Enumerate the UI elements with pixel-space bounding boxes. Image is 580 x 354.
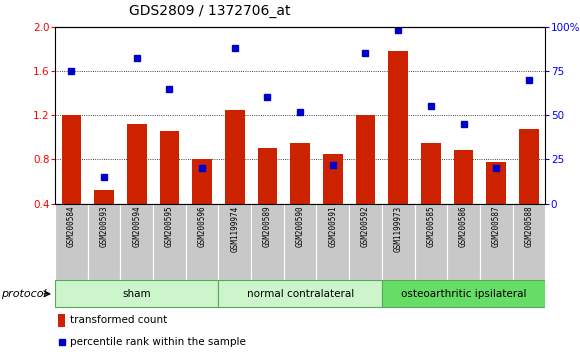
Text: sham: sham	[122, 289, 151, 299]
Bar	[447, 204, 480, 280]
Text: transformed count: transformed count	[70, 315, 167, 325]
Bar	[382, 204, 415, 280]
Bar	[258, 148, 277, 204]
Bar	[58, 314, 66, 327]
Text: osteoarthritic ipsilateral: osteoarthritic ipsilateral	[401, 289, 526, 299]
Text: GSM1199973: GSM1199973	[394, 206, 403, 252]
Text: normal contralateral: normal contralateral	[246, 289, 354, 299]
Text: protocol: protocol	[1, 289, 46, 299]
Bar	[55, 204, 88, 280]
Text: GSM200591: GSM200591	[328, 206, 338, 247]
Text: GDS2809 / 1372706_at: GDS2809 / 1372706_at	[129, 4, 290, 18]
Bar	[160, 131, 179, 204]
Bar	[382, 280, 545, 307]
Bar	[55, 280, 219, 307]
Bar	[317, 204, 349, 280]
Bar	[95, 190, 114, 204]
Bar	[127, 124, 147, 204]
Text: GSM200596: GSM200596	[198, 206, 206, 247]
Bar	[487, 161, 506, 204]
Bar	[284, 204, 317, 280]
Bar	[121, 204, 153, 280]
Bar	[225, 109, 245, 204]
Bar	[519, 130, 539, 204]
Text: GSM200584: GSM200584	[67, 206, 76, 247]
Bar	[421, 143, 441, 204]
Text: GSM200595: GSM200595	[165, 206, 174, 247]
Bar	[389, 51, 408, 204]
Text: GSM200589: GSM200589	[263, 206, 272, 247]
Text: GSM1199974: GSM1199974	[230, 206, 240, 252]
Text: GSM200593: GSM200593	[100, 206, 108, 247]
Text: GSM200585: GSM200585	[426, 206, 436, 247]
Text: percentile rank within the sample: percentile rank within the sample	[70, 337, 246, 347]
Text: GSM200588: GSM200588	[524, 206, 534, 247]
Bar	[219, 280, 382, 307]
Bar	[480, 204, 513, 280]
Bar	[153, 204, 186, 280]
Bar	[291, 143, 310, 204]
Bar	[415, 204, 447, 280]
Bar	[349, 204, 382, 280]
Bar	[356, 115, 375, 204]
Text: GSM200592: GSM200592	[361, 206, 370, 247]
Bar	[219, 204, 251, 280]
Text: GSM200587: GSM200587	[492, 206, 501, 247]
Bar	[186, 204, 219, 280]
Bar	[251, 204, 284, 280]
Bar	[88, 204, 121, 280]
Bar	[193, 159, 212, 204]
Bar	[323, 154, 343, 204]
Text: GSM200586: GSM200586	[459, 206, 468, 247]
Bar	[61, 115, 81, 204]
Text: GSM200594: GSM200594	[132, 206, 142, 247]
Bar	[454, 150, 473, 204]
Bar	[513, 204, 545, 280]
Text: GSM200590: GSM200590	[296, 206, 304, 247]
